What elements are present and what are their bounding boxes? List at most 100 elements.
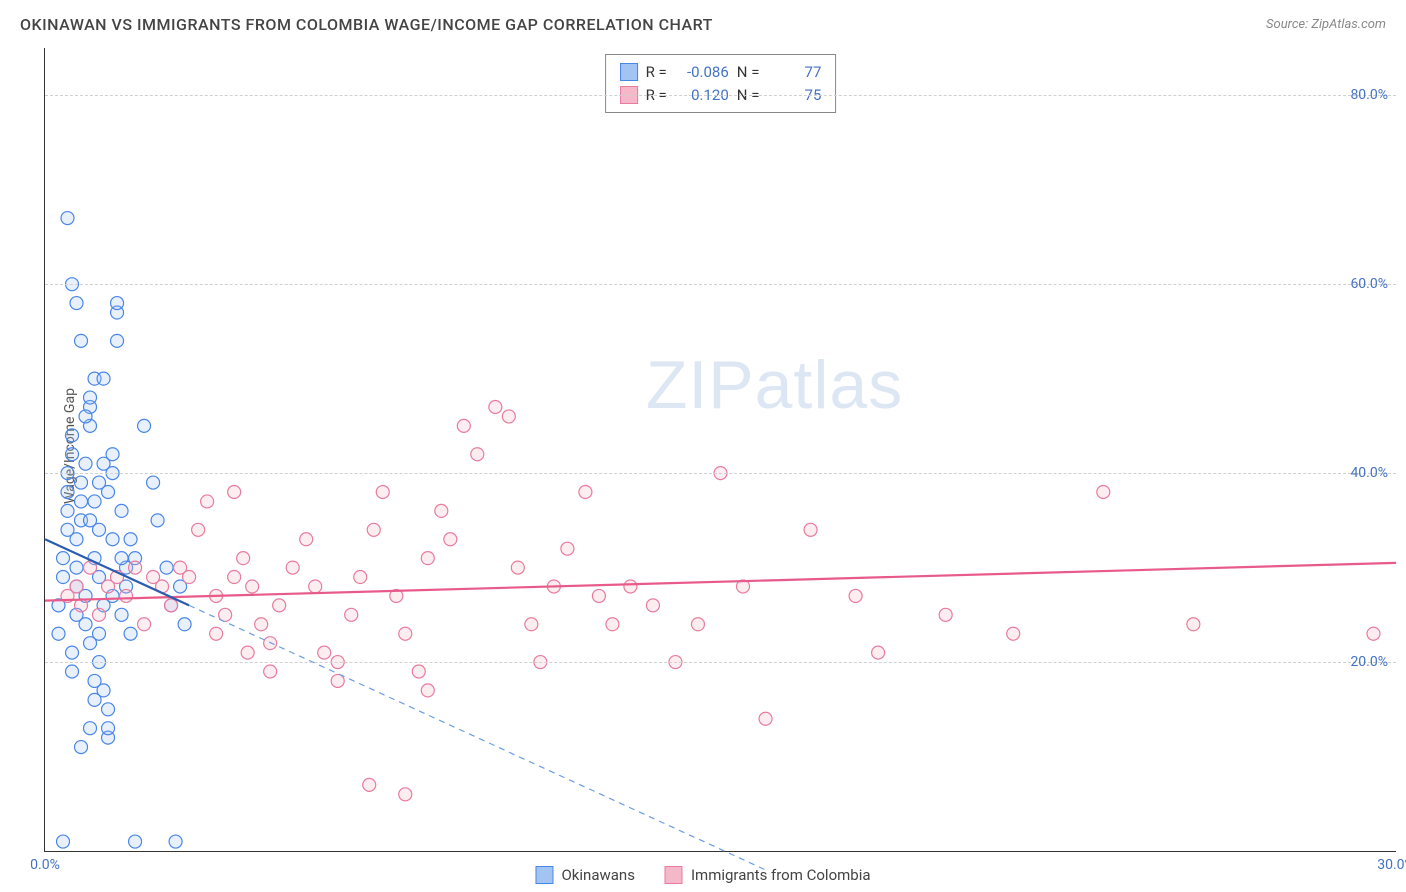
scatter-point <box>75 476 88 489</box>
scatter-point <box>201 495 214 508</box>
scatter-point <box>210 627 223 640</box>
scatter-point <box>606 618 619 631</box>
r-label: R = <box>646 61 667 84</box>
scatter-point <box>273 599 286 612</box>
scatter-point <box>471 448 484 461</box>
source-attribution: Source: ZipAtlas.com <box>1266 17 1386 32</box>
scatter-point <box>61 212 74 225</box>
stats-legend-box: R = -0.086 N = 77 R = 0.120 N = 75 <box>605 54 837 113</box>
scatter-point <box>354 571 367 584</box>
scatter-point <box>120 589 133 602</box>
scatter-point <box>66 448 79 461</box>
scatter-point <box>489 400 502 413</box>
scatter-point <box>115 552 128 565</box>
scatter-point <box>88 693 101 706</box>
scatter-point <box>237 552 250 565</box>
scatter-point <box>102 703 115 716</box>
y-tick-label: 60.0% <box>1350 276 1388 292</box>
legend-swatch-blue <box>620 63 638 81</box>
scatter-point <box>124 533 137 546</box>
scatter-point <box>849 589 862 602</box>
scatter-point <box>421 552 434 565</box>
scatter-point <box>592 589 605 602</box>
scatter-point <box>93 476 106 489</box>
r-value-okinawans: -0.086 <box>675 61 729 84</box>
scatter-point <box>57 835 70 848</box>
y-tick-label: 40.0% <box>1350 465 1388 481</box>
scatter-point <box>1097 486 1110 499</box>
scatter-point <box>511 561 524 574</box>
stats-row-okinawans: R = -0.086 N = 77 <box>620 61 822 84</box>
scatter-point <box>61 486 74 499</box>
scatter-point <box>412 665 425 678</box>
scatter-point <box>129 561 142 574</box>
legend-swatch-pink <box>665 866 683 884</box>
scatter-point <box>939 608 952 621</box>
scatter-point <box>79 457 92 470</box>
scatter-point <box>115 608 128 621</box>
scatter-point <box>88 495 101 508</box>
scatter-point <box>115 504 128 517</box>
scatter-point <box>66 646 79 659</box>
scatter-point <box>457 419 470 432</box>
scatter-point <box>75 334 88 347</box>
scatter-point <box>376 486 389 499</box>
scatter-point <box>88 674 101 687</box>
scatter-point <box>138 618 151 631</box>
y-tick-label: 20.0% <box>1350 654 1388 670</box>
scatter-point <box>84 722 97 735</box>
scatter-point <box>129 835 142 848</box>
scatter-point <box>66 665 79 678</box>
legend-swatch-blue <box>535 866 553 884</box>
gridline <box>45 95 1396 96</box>
legend-label-colombia: Immigrants from Colombia <box>691 866 871 884</box>
scatter-point <box>106 533 119 546</box>
scatter-point <box>367 523 380 536</box>
scatter-plot-svg <box>45 48 1396 851</box>
scatter-point <box>872 646 885 659</box>
scatter-point <box>52 627 65 640</box>
scatter-point <box>228 571 241 584</box>
scatter-point <box>79 618 92 631</box>
scatter-point <box>70 533 83 546</box>
scatter-point <box>192 523 205 536</box>
scatter-point <box>70 580 83 593</box>
scatter-point <box>228 486 241 499</box>
scatter-point <box>624 580 637 593</box>
scatter-point <box>399 627 412 640</box>
scatter-point <box>84 391 97 404</box>
scatter-point <box>300 533 313 546</box>
scatter-point <box>138 419 151 432</box>
scatter-point <box>57 552 70 565</box>
legend-item-okinawans: Okinawans <box>535 866 634 884</box>
n-value-okinawans: 77 <box>767 61 821 84</box>
scatter-point <box>264 665 277 678</box>
scatter-point <box>70 297 83 310</box>
scatter-point <box>804 523 817 536</box>
x-tick-label: 30.0% <box>1377 857 1406 873</box>
scatter-point <box>97 457 110 470</box>
scatter-point <box>363 778 376 791</box>
scatter-point <box>331 674 344 687</box>
scatter-point <box>160 561 173 574</box>
scatter-point <box>169 835 182 848</box>
n-label: N = <box>737 61 760 84</box>
gridline <box>45 662 1396 663</box>
scatter-point <box>93 627 106 640</box>
scatter-point <box>61 504 74 517</box>
chart-plot-area: R = -0.086 N = 77 R = 0.120 N = 75 ZIPat… <box>44 48 1396 852</box>
scatter-point <box>165 599 178 612</box>
scatter-point <box>111 334 124 347</box>
scatter-point <box>178 618 191 631</box>
scatter-point <box>75 495 88 508</box>
scatter-point <box>183 571 196 584</box>
scatter-point <box>309 580 322 593</box>
x-tick-label: 0.0% <box>30 857 60 873</box>
scatter-point <box>97 372 110 385</box>
scatter-point <box>66 429 79 442</box>
scatter-point <box>759 712 772 725</box>
scatter-point <box>646 599 659 612</box>
y-tick-label: 80.0% <box>1350 87 1388 103</box>
gridline <box>45 473 1396 474</box>
scatter-point <box>318 646 331 659</box>
